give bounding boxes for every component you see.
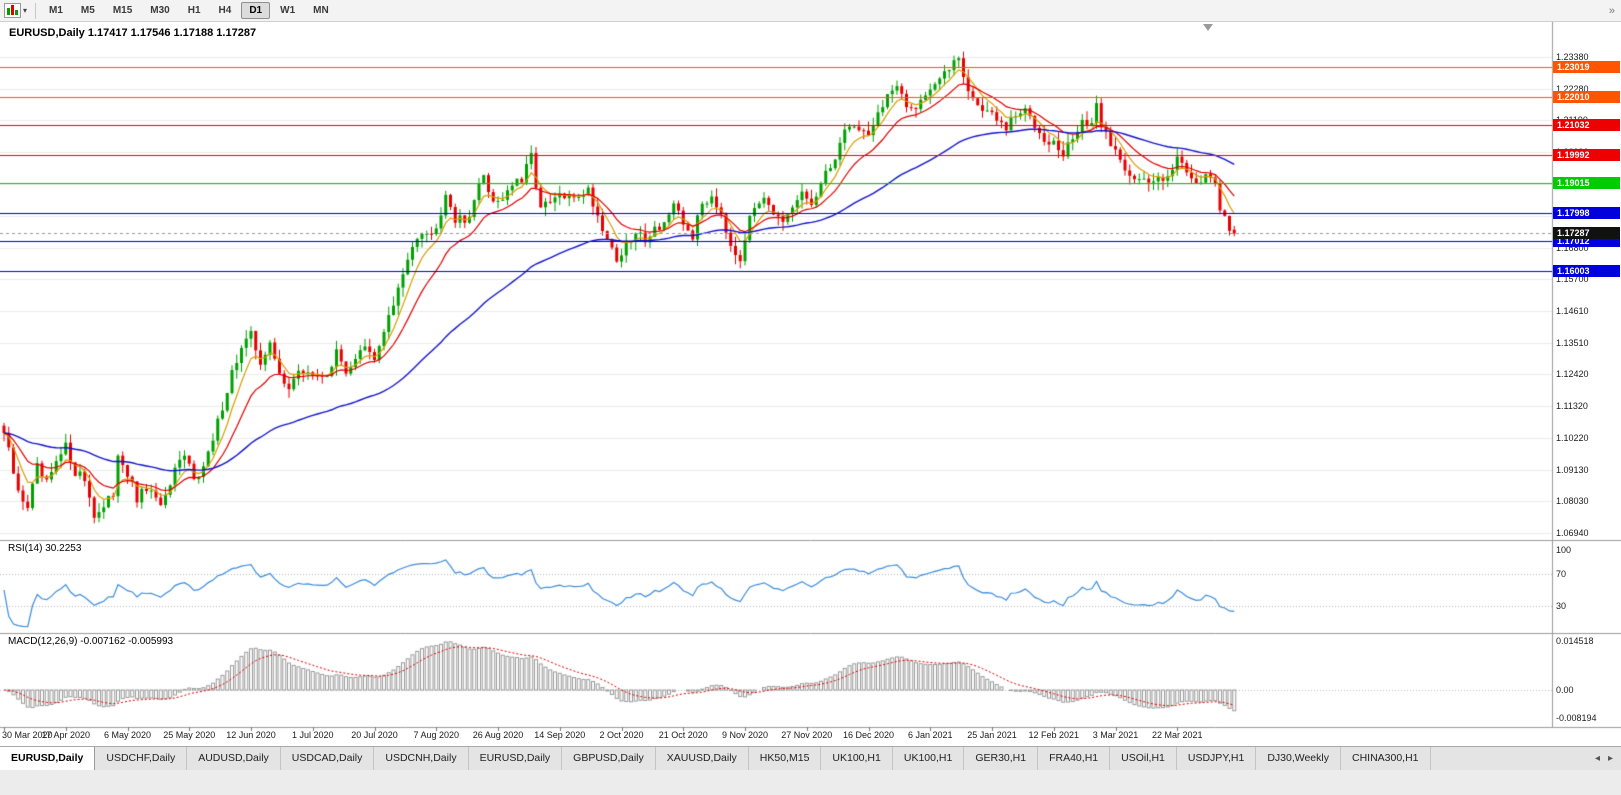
chart-tab-usoil-h1[interactable]: USOil,H1 [1110, 747, 1177, 770]
date-axis-label: 25 Jan 2021 [967, 730, 1017, 740]
date-axis-label: 14 Sep 2020 [534, 730, 586, 740]
current-price-tag: 1.17287 [1553, 227, 1620, 239]
price-axis-label: 1.16800 [1556, 243, 1589, 253]
chart-tab-audusd-daily[interactable]: AUDUSD,Daily [187, 747, 281, 770]
date-axis-label: 25 May 2020 [163, 730, 216, 740]
macd-indicator-label: MACD(12,26,9) -0.007162 -0.005993 [8, 636, 174, 647]
timeframe-buttons-group: M1 M5 M15 M30 H1 H4 D1 W1 MN [40, 2, 338, 19]
timeframe-button-mn[interactable]: MN [313, 5, 329, 16]
chart-tab-ger30-h1[interactable]: GER30,H1 [964, 747, 1039, 770]
date-axis-label: 22 Mar 2021 [1151, 730, 1203, 740]
price-axis-label: 1.14610 [1556, 306, 1589, 316]
chart-region: EURUSD,Daily 1.17417 1.17546 1.17188 1.1… [0, 22, 1621, 746]
chart-tab-gbpusd-daily[interactable]: GBPUSD,Daily [562, 747, 656, 770]
chart-tab-hk50-m15[interactable]: HK50,M15 [748, 747, 822, 770]
timeframe-toolbar: ▾ M1 M5 M15 M30 H1 H4 D1 W1 MN » [0, 0, 1621, 22]
date-axis-label: 6 May 2020 [103, 730, 152, 740]
date-axis-label: 16 Dec 2020 [842, 730, 895, 740]
price-axis-label: 1.10220 [1556, 433, 1589, 443]
date-axis-label: 21 Oct 2020 [658, 730, 708, 740]
hline-price-tag: 1.19992 [1553, 149, 1620, 161]
chart-tab-usdcnh-daily[interactable]: USDCNH,Daily [374, 747, 469, 770]
timeframe-button-m15[interactable]: M15 [112, 5, 133, 16]
chart-tab-usdchf-daily[interactable]: USDCHF,Daily [95, 747, 188, 770]
date-axis-label: 30 Mar 2020 [2, 730, 53, 740]
rsi-axis-label: 100 [1556, 545, 1572, 555]
timeframe-button-h4[interactable]: H4 [218, 5, 232, 16]
chart-tabs-bar: EURUSD,Daily USDCHF,Daily AUDUSD,Daily USDC… [0, 746, 1621, 770]
chart-tab-china300-h1[interactable]: CHINA300,H1 [1340, 747, 1431, 770]
tab-scroll-arrows: ◂ ▸ [1592, 747, 1621, 770]
toolbar-overflow-icon[interactable]: » [1608, 4, 1615, 17]
price-axis-label: 1.15700 [1556, 274, 1589, 284]
date-axis-label: 27 Nov 2020 [781, 730, 833, 740]
date-axis-label: 26 Aug 2020 [472, 730, 524, 740]
date-axis-label: 17 Apr 2020 [41, 730, 91, 740]
chart-tab-dj30-weekly[interactable]: DJ30,Weekly [1256, 747, 1341, 770]
chart-tab-usdcad-daily[interactable]: USDCAD,Daily [280, 747, 375, 770]
rsi-axis-label: 70 [1556, 569, 1567, 579]
date-axis-label: 6 Jan 2021 [907, 730, 953, 740]
price-axis-label: 1.08030 [1556, 496, 1589, 506]
timeframe-button-h1[interactable]: H1 [187, 5, 201, 16]
chart-type-icon[interactable] [4, 3, 21, 18]
tabs-scroll-right-icon[interactable]: ▸ [1607, 753, 1613, 764]
chevron-down-icon[interactable]: ▾ [23, 6, 28, 15]
hline-price-tag: 1.16003 [1553, 265, 1620, 277]
macd-axis-label: -0.008194 [1556, 713, 1597, 723]
chart-tab-uk100-h1[interactable]: UK100,H1 [821, 747, 893, 770]
timeframe-button-w1[interactable]: W1 [280, 5, 296, 16]
macd-axis-label: 0.00 [1556, 685, 1574, 695]
date-axis-label: 20 Jul 2020 [351, 730, 398, 740]
chart-tab-uk100-h1[interactable]: UK100,H1 [892, 747, 965, 770]
price-axis-label: 1.13510 [1556, 338, 1589, 348]
chart-tabs: EURUSD,Daily USDCHF,Daily AUDUSD,Daily USDC… [0, 747, 1431, 770]
hline-price-tag: 1.22010 [1553, 91, 1620, 103]
timeframe-button-m30[interactable]: M30 [150, 5, 170, 16]
price-axis-label: 1.06940 [1556, 528, 1589, 538]
date-axis-label: 12 Jun 2020 [226, 730, 276, 740]
chart-title: EURUSD,Daily 1.17417 1.17546 1.17188 1.1… [9, 27, 257, 39]
price-axis-label: 1.12420 [1556, 369, 1589, 379]
macd-axis-label: 0.014518 [1556, 636, 1594, 646]
price-axis-label: 1.11320 [1556, 401, 1588, 411]
toolbar-separator [35, 2, 37, 19]
candle-glyph [7, 8, 10, 15]
timeframe-button-d1[interactable]: D1 [241, 2, 271, 19]
candle-glyph [11, 5, 14, 15]
date-axis-label: 3 Mar 2021 [1092, 730, 1139, 740]
tabs-scroll-left-icon[interactable]: ◂ [1594, 753, 1600, 764]
hline-price-tag: 1.23019 [1553, 61, 1620, 73]
price-chart-canvas[interactable] [0, 22, 1621, 746]
hline-price-tag: 1.17998 [1553, 207, 1620, 219]
price-axis-label: 1.22280 [1556, 84, 1589, 94]
candle-glyph [15, 10, 18, 15]
rsi-indicator-label: RSI(14) 30.2253 [8, 543, 82, 554]
rsi-axis-label: 30 [1556, 601, 1567, 611]
timeframe-button-m5[interactable]: M5 [80, 5, 95, 16]
price-axis-label: 1.09130 [1556, 465, 1589, 475]
chart-shift-marker[interactable] [1203, 24, 1213, 31]
hline-price-tag: 1.21032 [1553, 119, 1620, 131]
timeframe-button-m1[interactable]: M1 [49, 5, 63, 16]
hline-price-tag: 1.19015 [1553, 177, 1620, 189]
chart-tab-usdjpy-h1[interactable]: USDJPY,H1 [1176, 747, 1257, 770]
chart-tab-xauusd-daily[interactable]: XAUUSD,Daily [655, 747, 749, 770]
date-axis-label: 9 Nov 2020 [721, 730, 769, 740]
date-axis-label: 7 Aug 2020 [413, 730, 460, 740]
chart-tab-eurusd-daily[interactable]: EURUSD,Daily [0, 747, 96, 770]
chart-tab-eurusd-daily[interactable]: EURUSD,Daily [468, 747, 563, 770]
chart-tab-fra40-h1[interactable]: FRA40,H1 [1038, 747, 1111, 770]
price-axis-label: 1.23380 [1556, 52, 1589, 62]
date-axis-label: 2 Oct 2020 [599, 730, 644, 740]
date-axis-label: 1 Jul 2020 [291, 730, 334, 740]
date-axis-label: 12 Feb 2021 [1028, 730, 1080, 740]
